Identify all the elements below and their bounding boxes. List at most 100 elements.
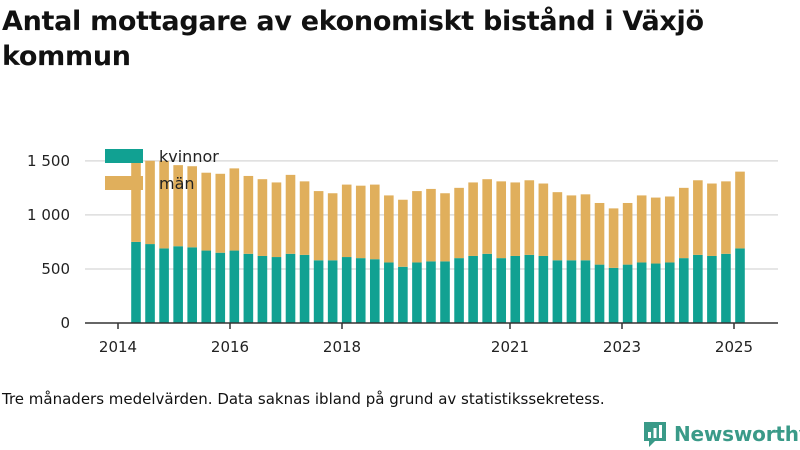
y-tick-label: 1 500 [27, 152, 70, 170]
bar-kvinnor [187, 247, 197, 323]
bar-kvinnor [426, 261, 436, 323]
x-tick-label: 2025 [715, 338, 753, 356]
legend-swatch-man [105, 176, 143, 190]
y-tick-label: 1 000 [27, 206, 70, 224]
bar-man [650, 197, 661, 264]
bar-man [510, 182, 521, 256]
bar-kvinnor [355, 258, 366, 323]
legend-label-kvinnor: kvinnor [159, 147, 219, 166]
newsworthy-logo[interactable]: Newsworthy [642, 419, 800, 449]
bar-kvinnor [594, 264, 605, 323]
bar-man [566, 195, 577, 261]
chart-title: Antal mottagare av ekonomiskt bistånd i … [2, 6, 704, 72]
bar-man [622, 202, 633, 265]
bar-man [145, 160, 155, 245]
bar-man [412, 191, 422, 263]
bar-kvinnor [369, 259, 380, 323]
bar-man [243, 175, 254, 254]
bar-kvinnor [173, 246, 183, 323]
bar-kvinnor [693, 254, 703, 323]
bar-man [201, 172, 212, 251]
bar-man [229, 168, 240, 251]
bar-kvinnor [735, 248, 745, 323]
bar-man [313, 191, 324, 261]
bar-man [159, 160, 169, 249]
bar-kvinnor [622, 264, 633, 323]
bar-man [636, 195, 647, 263]
bar-kvinnor [707, 255, 717, 323]
bar-kvinnor [201, 250, 212, 323]
bar-kvinnor [496, 258, 507, 323]
x-tick-label: 2018 [323, 338, 361, 356]
bar-kvinnor [229, 250, 240, 323]
bar-man [524, 180, 535, 255]
bar-man [257, 179, 268, 256]
bar-kvinnor [341, 257, 352, 323]
bar-kvinnor [482, 253, 492, 323]
bar-kvinnor [650, 263, 661, 323]
newsworthy-logo-icon [644, 422, 666, 447]
bar-man [468, 182, 478, 256]
y-tick-label: 0 [60, 314, 70, 332]
bar-man [693, 180, 703, 255]
bar-kvinnor [468, 255, 478, 323]
x-tick-label: 2023 [603, 338, 641, 356]
bar-kvinnor [566, 260, 577, 323]
bar-kvinnor [510, 255, 521, 323]
bar-kvinnor [145, 244, 155, 323]
bar-kvinnor [313, 260, 324, 323]
bar-kvinnor [159, 248, 169, 323]
bar-man [299, 181, 310, 255]
x-tick-label: 2021 [491, 338, 529, 356]
bar-man [454, 187, 464, 259]
bar-man [215, 173, 226, 253]
bar-man [580, 194, 591, 261]
bar-man [594, 202, 605, 265]
bar-kvinnor [664, 262, 675, 323]
bar-man [552, 192, 563, 261]
bar-kvinnor [271, 257, 282, 323]
bar-kvinnor [636, 262, 647, 323]
bar-kvinnor [384, 262, 394, 323]
bar-man [664, 196, 675, 263]
bar-kvinnor [538, 255, 549, 323]
bar-kvinnor [327, 260, 338, 323]
bar-man [679, 187, 689, 259]
bar-man [173, 165, 183, 247]
newsworthy-logo-text: Newsworthy [674, 422, 800, 446]
legend-swatch-kvinnor [105, 149, 143, 163]
bar-kvinnor [524, 254, 535, 323]
bar-kvinnor [243, 253, 254, 323]
bar-man [440, 193, 450, 262]
bar-kvinnor [721, 253, 731, 323]
bar-man [369, 184, 380, 260]
bar-man [271, 182, 282, 258]
bar-man [341, 184, 352, 258]
legend-label-man: män [159, 174, 195, 193]
bar-kvinnor [454, 258, 464, 323]
bar-kvinnor [398, 266, 408, 323]
axes: 0 500 1 000 1 500 2014 2016 2018 2021 2023 2025 [27, 152, 778, 356]
bar-man [482, 179, 492, 254]
legend: kvinnor män [105, 147, 219, 193]
bar-man [384, 195, 394, 263]
bar-kvinnor [257, 255, 268, 323]
x-tick-label: 2016 [211, 338, 249, 356]
y-tick-label: 500 [41, 260, 70, 278]
bar-man [608, 208, 619, 268]
bar-man [131, 159, 141, 242]
bar-man [496, 181, 507, 259]
bar-kvinnor [215, 252, 226, 323]
bar-man [187, 166, 197, 248]
bar-kvinnor [552, 260, 563, 323]
footnote: Tre månaders medelvärden. Data saknas ib… [2, 390, 605, 408]
bar-kvinnor [580, 260, 591, 323]
bar-man [398, 199, 408, 267]
bar-kvinnor [440, 261, 450, 323]
bar-man [355, 185, 366, 259]
x-tick-label: 2014 [99, 338, 137, 356]
bar-man [707, 183, 717, 256]
bars [131, 159, 745, 323]
bar-kvinnor [412, 262, 422, 323]
